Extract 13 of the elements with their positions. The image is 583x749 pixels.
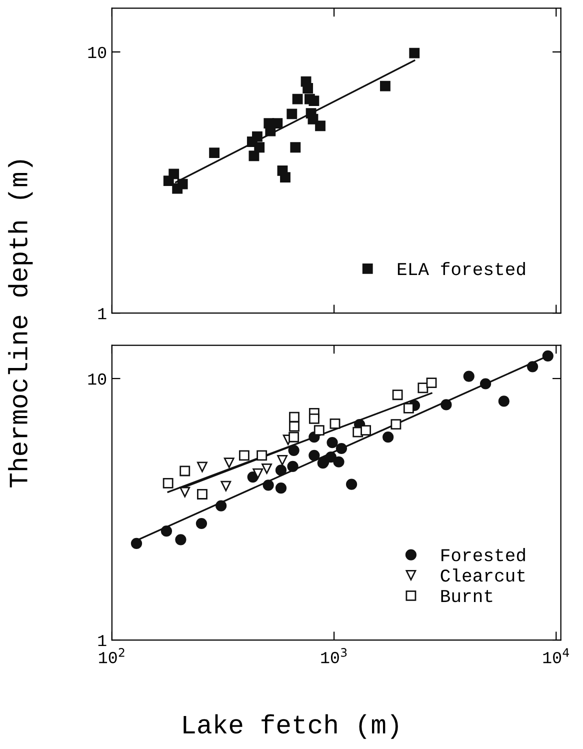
y-tick-label: 1 [98,308,106,320]
legend-label: Clearcut [440,568,525,582]
y-tick-label: 10 [88,373,106,385]
legend-label: Forested [442,548,525,562]
x-tick-label: 10$^{3}$ [321,648,347,664]
legend-label: Burnt [441,590,492,602]
legend-label: ELA forested [398,262,525,276]
y-tick-label: 10 [88,46,106,58]
x-tick-label: 10$^{4}$ [543,648,569,664]
x-axis-title: Lake fetch (m) [184,714,398,739]
y-tick-label: 1 [98,635,106,646]
y-axis-title: Thermocline depth (m) [8,160,33,488]
x-tick-label: 10$^{2}$ [99,648,124,664]
